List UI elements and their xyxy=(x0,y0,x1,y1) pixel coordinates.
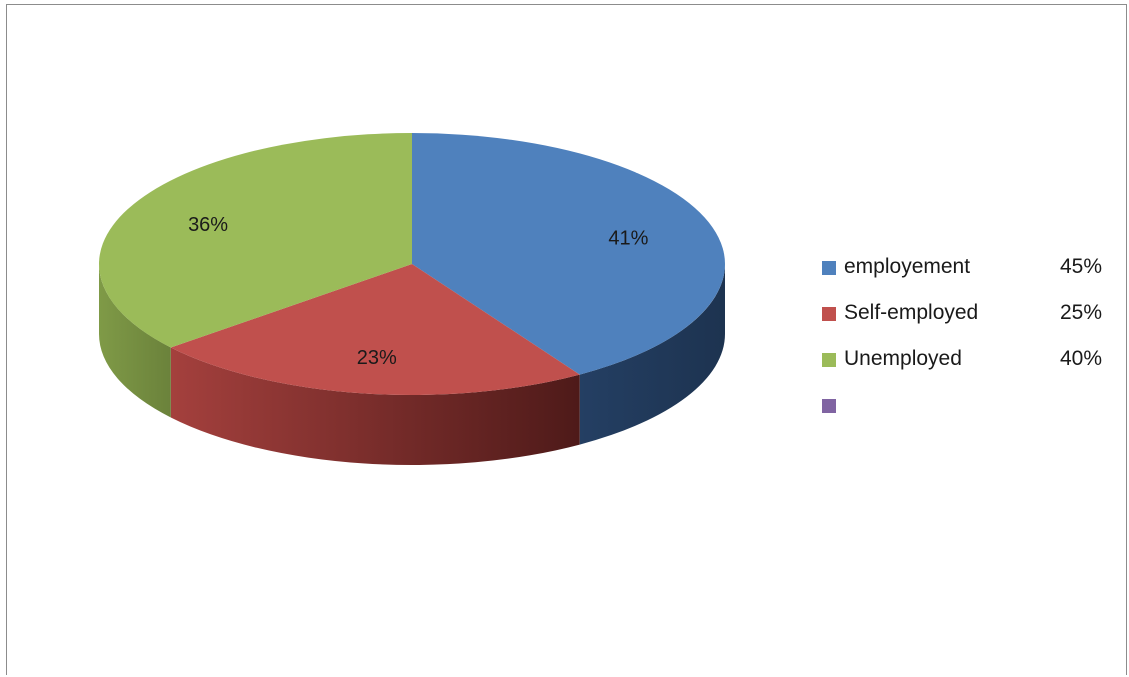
legend-item-unemployed: Unemployed 40% xyxy=(822,347,1112,393)
legend-label: Unemployed xyxy=(844,347,962,370)
legend-swatch-employement xyxy=(822,261,836,275)
legend-swatch-self-employed xyxy=(822,307,836,321)
legend-swatch-unemployed xyxy=(822,353,836,367)
data-label-employement: 41% xyxy=(608,228,648,250)
slice-self-employed xyxy=(170,264,580,395)
legend-item-empty xyxy=(822,393,1112,439)
legend-item-employement: employement 45% xyxy=(822,255,1112,301)
slice-self-employed-side xyxy=(170,347,580,466)
slice-employement-side xyxy=(579,264,725,445)
legend-item-self-employed: Self-employed 25% xyxy=(822,301,1112,347)
legend-swatch-empty xyxy=(822,399,836,413)
legend-value: 40% xyxy=(1059,347,1102,370)
legend: employement 45% Self-employed 25% Unempl… xyxy=(822,255,1112,439)
data-label-unemployed: 36% xyxy=(188,214,228,236)
slice-unemployed-side xyxy=(99,264,171,418)
data-label-self-employed: 23% xyxy=(357,347,397,369)
slice-unemployed xyxy=(99,133,412,348)
legend-label: employement xyxy=(844,255,971,278)
legend-value: 45% xyxy=(1059,255,1102,278)
legend-value: 25% xyxy=(1059,301,1102,324)
legend-label: Self-employed xyxy=(844,301,979,324)
slice-employement xyxy=(412,133,725,375)
